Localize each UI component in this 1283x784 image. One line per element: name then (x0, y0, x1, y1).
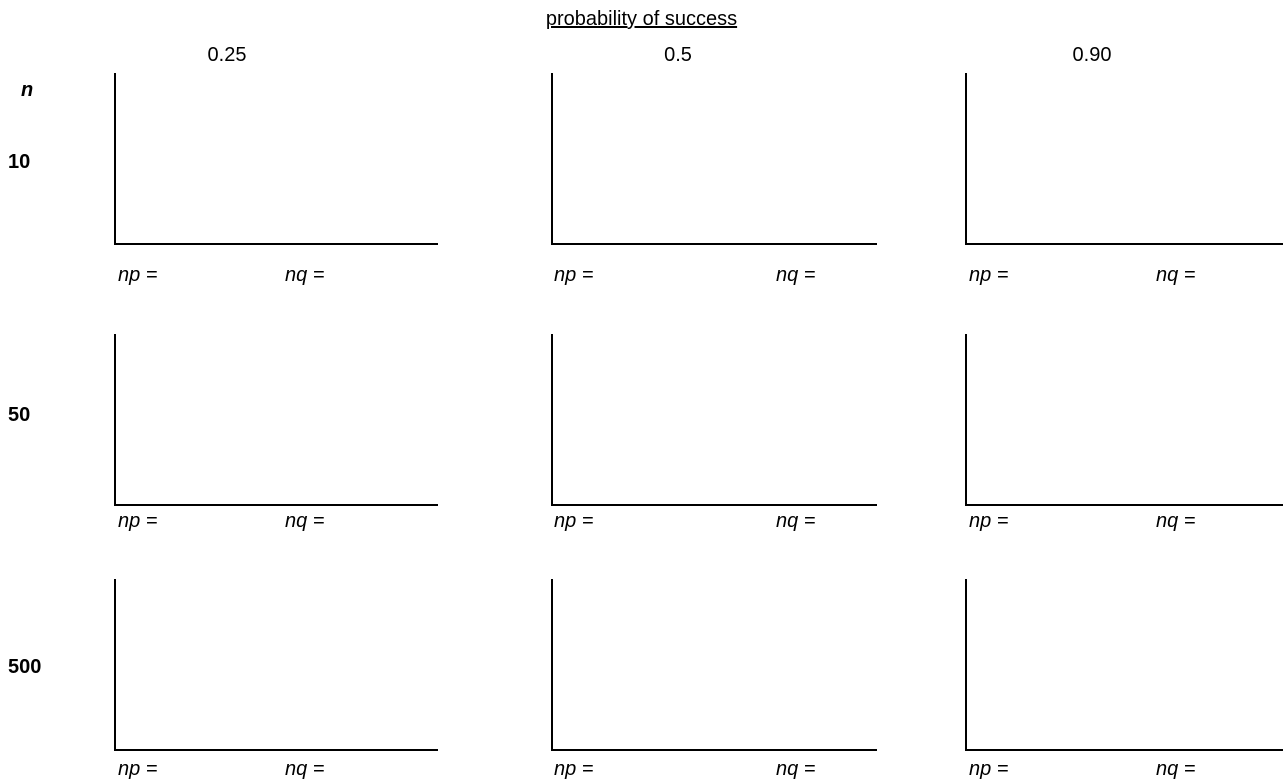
page-title: probability of success (0, 8, 1283, 31)
column-header-p1: 0.25 (167, 44, 287, 67)
y-axis (965, 579, 967, 751)
nq-label: nq = (776, 510, 815, 533)
y-axis (965, 73, 967, 245)
np-label: np = (118, 510, 157, 533)
column-header-p2: 0.5 (618, 44, 738, 67)
np-label: np = (969, 264, 1008, 287)
np-label: np = (118, 264, 157, 287)
np-label: np = (969, 510, 1008, 533)
y-axis (551, 334, 553, 506)
x-axis (114, 243, 438, 245)
x-axis (551, 243, 877, 245)
x-axis (114, 504, 438, 506)
row-label-n1: 10 (8, 151, 30, 174)
np-label: np = (969, 758, 1008, 781)
x-axis (551, 749, 877, 751)
y-axis (551, 73, 553, 245)
nq-label: nq = (1156, 510, 1195, 533)
n-label: n (21, 79, 33, 102)
nq-label: nq = (1156, 264, 1195, 287)
x-axis (965, 243, 1283, 245)
y-axis (114, 73, 116, 245)
nq-label: nq = (776, 264, 815, 287)
x-axis (965, 504, 1283, 506)
nq-label: nq = (1156, 758, 1195, 781)
x-axis (965, 749, 1283, 751)
row-label-n2: 50 (8, 404, 30, 427)
nq-label: nq = (285, 510, 324, 533)
x-axis (551, 504, 877, 506)
x-axis (114, 749, 438, 751)
np-label: np = (554, 510, 593, 533)
nq-label: nq = (285, 264, 324, 287)
column-header-p3: 0.90 (1032, 44, 1152, 67)
nq-label: nq = (776, 758, 815, 781)
np-label: np = (554, 758, 593, 781)
y-axis (114, 579, 116, 751)
y-axis (114, 334, 116, 506)
y-axis (551, 579, 553, 751)
row-label-n3: 500 (8, 656, 41, 679)
nq-label: nq = (285, 758, 324, 781)
np-label: np = (118, 758, 157, 781)
np-label: np = (554, 264, 593, 287)
y-axis (965, 334, 967, 506)
